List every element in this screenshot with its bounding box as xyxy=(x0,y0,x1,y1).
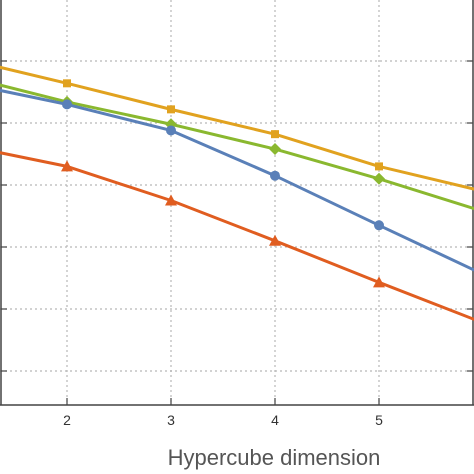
data-point-2 xyxy=(269,143,281,156)
data-point-1 xyxy=(375,162,383,171)
data-point-2 xyxy=(373,172,385,185)
data-point-4 xyxy=(269,234,281,246)
data-point-3 xyxy=(270,170,280,181)
x-axis-title: Hypercube dimension xyxy=(168,445,381,470)
data-point-4 xyxy=(165,194,177,206)
data-point-2 xyxy=(165,118,177,131)
series-group xyxy=(0,65,474,321)
x-tick-labels: 2 3 4 5 xyxy=(63,412,383,428)
x-tick-label: 4 xyxy=(271,412,279,428)
data-point-3 xyxy=(62,99,72,110)
series-line-3 xyxy=(0,88,474,272)
x-tick-label: 2 xyxy=(63,412,71,428)
x-tick-label: 3 xyxy=(167,412,175,428)
x-tick-label: 5 xyxy=(375,412,383,428)
data-point-3 xyxy=(374,220,384,231)
series-line-4 xyxy=(0,151,474,321)
series-line-1 xyxy=(0,65,474,191)
data-point-4 xyxy=(61,160,73,172)
series-line-2 xyxy=(0,83,474,211)
data-point-4 xyxy=(373,276,385,288)
data-point-3 xyxy=(166,125,176,136)
data-point-1 xyxy=(63,79,71,88)
data-point-1 xyxy=(271,130,279,139)
data-point-1 xyxy=(167,105,175,114)
grid xyxy=(0,0,474,405)
